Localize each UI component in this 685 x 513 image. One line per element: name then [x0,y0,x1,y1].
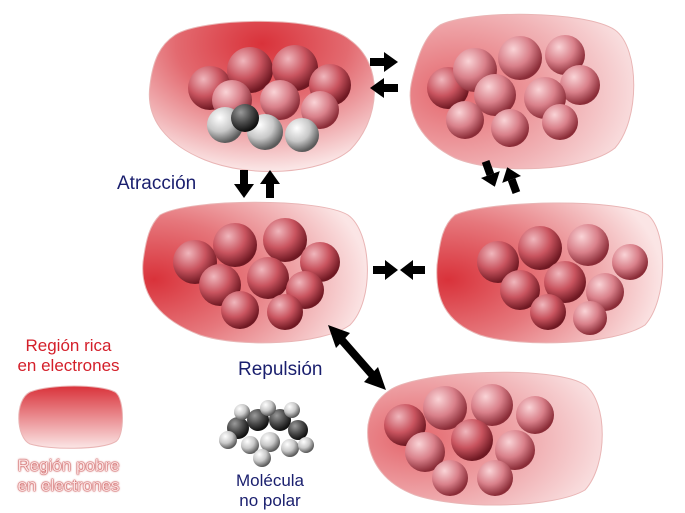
nonpolar-line1: Molécula [235,471,305,490]
repulsion-double-arrow [328,325,386,390]
attraction-label: Atracción [117,173,197,194]
attraction-arrow-diag-down [480,160,500,187]
molecule-top-right [409,13,635,170]
atom-cluster [477,224,648,335]
repulsion-arrow-right [373,260,398,280]
legend-poor-line1: Región pobre [17,456,120,475]
legend-rich-label: Región rica en electrones [6,336,131,376]
legend-rich-line1: Región rica [25,336,112,355]
nonpolar-molecule-label: Molécula no polar [220,471,320,511]
repulsion-arrow-left [400,260,425,280]
molecule-mid-right [436,202,664,344]
repulsion-label: Repulsión [238,359,323,380]
atom-cluster [173,218,340,330]
molecule-top-left [148,20,375,172]
attraction-arrow-right [370,52,398,72]
legend-poor-line2: en electrones [17,476,120,495]
attraction-arrow-diag-up [502,167,522,194]
nonpolar-line2: no polar [239,491,301,510]
atom-cluster [188,45,351,152]
molecule-mid-left [142,201,368,344]
molecule-bottom-right [367,371,603,506]
atom-cluster [384,384,554,496]
legend-cloud-swatch [18,385,123,449]
attraction-arrow-down [234,170,254,198]
attraction-arrow-up [260,170,280,198]
legend-rich-line2: en electrones [17,356,120,375]
legend [18,385,123,449]
attraction-arrow-left [370,78,398,98]
arrows [234,52,522,390]
atom-cluster [427,35,600,147]
legend-poor-label: Región pobre en electrones [6,456,131,496]
nonpolar-molecule-icon [219,400,314,467]
